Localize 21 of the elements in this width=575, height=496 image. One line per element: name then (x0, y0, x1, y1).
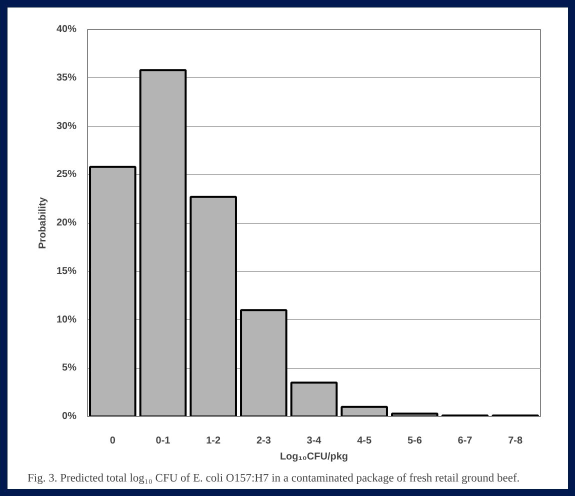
x-tick-label: 2-3 (256, 436, 272, 446)
y-tick-label: 0% (62, 411, 77, 422)
y-tick-label: 5% (62, 362, 77, 374)
y-tick-label: 35% (56, 72, 77, 84)
y-tick-label: 20% (56, 218, 77, 228)
y-tick-label: 30% (56, 120, 77, 132)
x-axis-title: Log₁₀CFU/pkg (280, 452, 348, 462)
y-tick-label: 15% (56, 266, 77, 277)
x-tick-label: 1-2 (206, 436, 221, 446)
x-tick-label: 0-1 (156, 436, 171, 446)
caption: Fig. 3. Predicted total log₁₀ CFU of E. coli O157:H7 in a contaminated package of fresh retail ground beef. (28, 472, 520, 484)
y-tick-label: 40% (56, 24, 77, 35)
x-tick-label: 0 (110, 436, 116, 446)
y-tick-label: 25% (56, 169, 77, 180)
x-tick-label: 6-7 (458, 436, 473, 446)
x-tick-label: 7-8 (508, 436, 523, 446)
x-tick-label: 4-5 (357, 436, 372, 446)
y-tick-label: 10% (56, 314, 77, 326)
y-axis-title: Probability (37, 196, 48, 249)
x-tick-label: 3-4 (306, 436, 322, 446)
x-tick-label: 5-6 (407, 436, 422, 446)
